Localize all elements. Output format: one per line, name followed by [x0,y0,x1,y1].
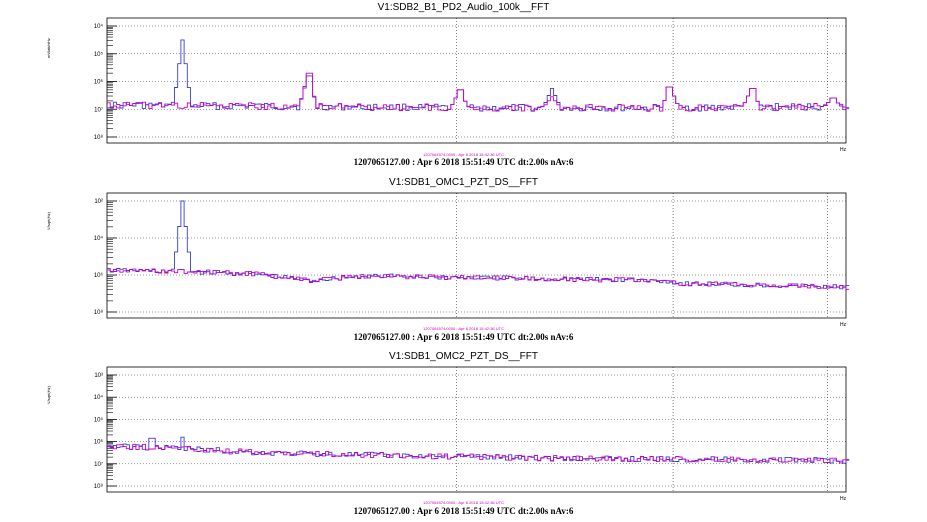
plot-frame [106,192,847,319]
y-tick-label: 10⁴ [94,235,104,242]
y-tick-label: 10⁸ [94,483,104,490]
y-tick-label: 10⁶ [94,272,104,279]
chart-plot-2: 10² 10⁴ 10⁶ 10⁸ Hz [94,192,850,328]
y-tick-label: 10² [94,199,103,205]
reference-timestamp: 1207064574.0000 : Apr 6 2018 15:42:36 UT… [423,152,504,157]
x-axis-end-label: Hz [840,147,847,153]
x-axis-end-label: Hz [840,322,847,328]
y-tick-label: 10⁶ [94,439,104,446]
chart-footer: 1207065127.00 : Apr 6 2018 15:51:49 UTC … [353,506,574,516]
chart-plot-1: 10⁴ 10⁵ 10⁶ 10⁷ 10⁸ Hz [94,17,850,153]
series-trace [107,443,850,464]
y-tick-label: 10⁴ [94,394,104,401]
reference-timestamp: 1207064574.0000 : Apr 6 2018 15:42:36 UT… [423,326,504,331]
y-tick-label: 10⁶ [94,79,104,86]
x-axis-end-label: Hz [840,496,847,502]
series-trace [107,268,850,290]
y-tick-label: 10⁵ [94,416,104,423]
y-tick-label: 10⁷ [94,106,103,113]
reference-timestamp: 1207064574.0000 : Apr 6 2018 15:42:36 UT… [423,500,504,505]
y-tick-label: 10⁴ [94,23,104,30]
y-tick-label: 10⁵ [94,51,104,58]
y-tick-label: 10⁸ [94,309,104,316]
chart-title: V1:SDB2_B1_PD2_Audio_100k__FFT [377,2,550,13]
chart-footer: 1207065127.00 : Apr 6 2018 15:51:49 UTC … [353,157,574,167]
chart-title: V1:SDB1_OMC2_PZT_DS__FFT [389,351,538,362]
chart-title: V1:SDB1_OMC1_PZT_DS__FFT [389,177,538,188]
plot-frame [106,366,847,493]
y-tick-label: 10⁷ [94,461,103,468]
chart-footer: 1207065127.00 : Apr 6 2018 15:51:49 UTC … [353,332,574,342]
y-tick-label: 10³ [94,373,103,379]
plot-frame [106,17,847,144]
y-tick-label: 10⁸ [94,134,104,141]
series-trace [107,72,850,112]
